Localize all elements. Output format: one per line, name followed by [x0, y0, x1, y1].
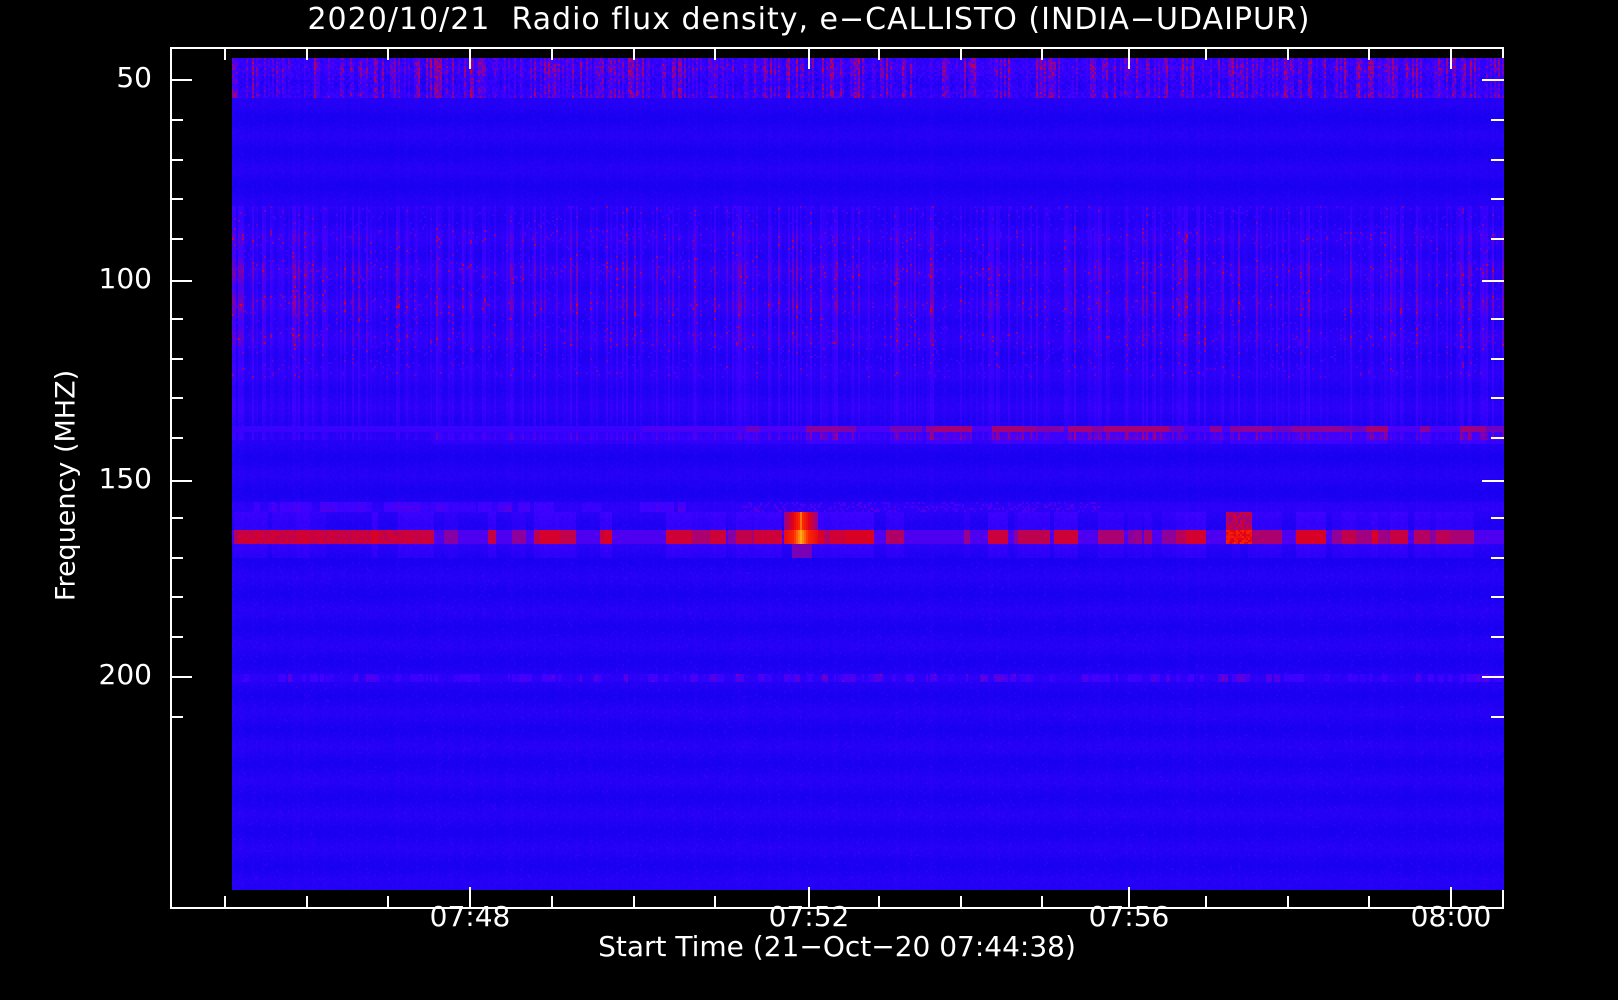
axis-tick [170, 397, 183, 400]
axis-tick [1204, 47, 1207, 60]
axis-tick [170, 437, 183, 440]
x-axis-title: Start Time (21−Oct−20 07:44:38) [598, 930, 1076, 963]
axis-tick [387, 896, 390, 909]
axis-tick [387, 47, 390, 60]
axis-tick [170, 715, 183, 718]
axis-tick [1491, 158, 1504, 161]
spectrogram-image [232, 58, 1504, 890]
x-tick-label: 07:56 [1088, 900, 1170, 933]
axis-tick [632, 896, 635, 909]
axis-tick [170, 556, 183, 559]
axis-tick [808, 47, 810, 69]
axis-tick [305, 47, 308, 60]
axis-tick [1491, 715, 1504, 718]
axis-tick [1128, 47, 1130, 69]
axis-tick [1491, 397, 1504, 400]
spectrogram-canvas [232, 58, 1504, 890]
axis-tick [170, 79, 192, 81]
axis-tick [877, 47, 880, 60]
axis-tick [1491, 596, 1504, 599]
axis-tick [1450, 47, 1452, 69]
axis-tick [1368, 896, 1371, 909]
axis-tick [1491, 198, 1504, 201]
axis-tick [170, 480, 192, 482]
axis-tick [170, 118, 183, 121]
axis-tick [1482, 280, 1504, 282]
axis-tick [1450, 887, 1452, 909]
axis-tick [959, 896, 962, 909]
axis-tick [170, 636, 183, 639]
axis-tick [170, 676, 192, 678]
y-axis-title: Frequency (MHZ) [50, 369, 82, 602]
axis-tick [1482, 480, 1504, 482]
axis-tick [550, 896, 553, 909]
y-tick-label: 100 [98, 262, 152, 295]
axis-tick [170, 238, 183, 241]
axis-tick [170, 158, 183, 161]
axis-tick [223, 896, 226, 909]
axis-tick [1491, 118, 1504, 121]
page-title: 2020/10/21 Radio flux density, e−CALLIST… [307, 2, 1311, 37]
axis-tick [170, 596, 183, 599]
axis-tick [1041, 47, 1044, 60]
axis-tick [170, 317, 183, 320]
axis-tick [632, 47, 635, 60]
axis-tick [1491, 516, 1504, 519]
x-tick-label: 07:52 [768, 900, 850, 933]
y-tick-label: 200 [98, 658, 152, 691]
axis-tick [1491, 437, 1504, 440]
axis-tick [714, 47, 717, 60]
x-tick-label: 08:00 [1410, 900, 1492, 933]
axis-tick [1368, 47, 1371, 60]
axis-tick [1491, 317, 1504, 320]
axis-tick [1286, 896, 1289, 909]
axis-tick [1491, 636, 1504, 639]
axis-tick [170, 198, 183, 201]
axis-tick [170, 357, 183, 360]
x-tick-label: 07:48 [429, 900, 511, 933]
axis-tick [170, 516, 183, 519]
axis-tick [1491, 238, 1504, 241]
axis-tick [1286, 47, 1289, 60]
axis-tick [1482, 79, 1504, 81]
axis-tick [1482, 676, 1504, 678]
axis-tick [714, 896, 717, 909]
axis-tick [170, 280, 192, 282]
axis-tick [808, 887, 810, 909]
axis-tick [1491, 357, 1504, 360]
axis-tick [550, 47, 553, 60]
axis-tick [1204, 896, 1207, 909]
y-tick-label: 150 [98, 462, 152, 495]
axis-tick [469, 47, 471, 69]
y-tick-label: 50 [116, 61, 152, 94]
axis-tick [877, 896, 880, 909]
axis-tick [1128, 887, 1130, 909]
axis-tick [1491, 556, 1504, 559]
axis-tick [959, 47, 962, 60]
axis-tick [223, 47, 226, 60]
axis-tick [469, 887, 471, 909]
axis-tick [305, 896, 308, 909]
axis-tick [1041, 896, 1044, 909]
